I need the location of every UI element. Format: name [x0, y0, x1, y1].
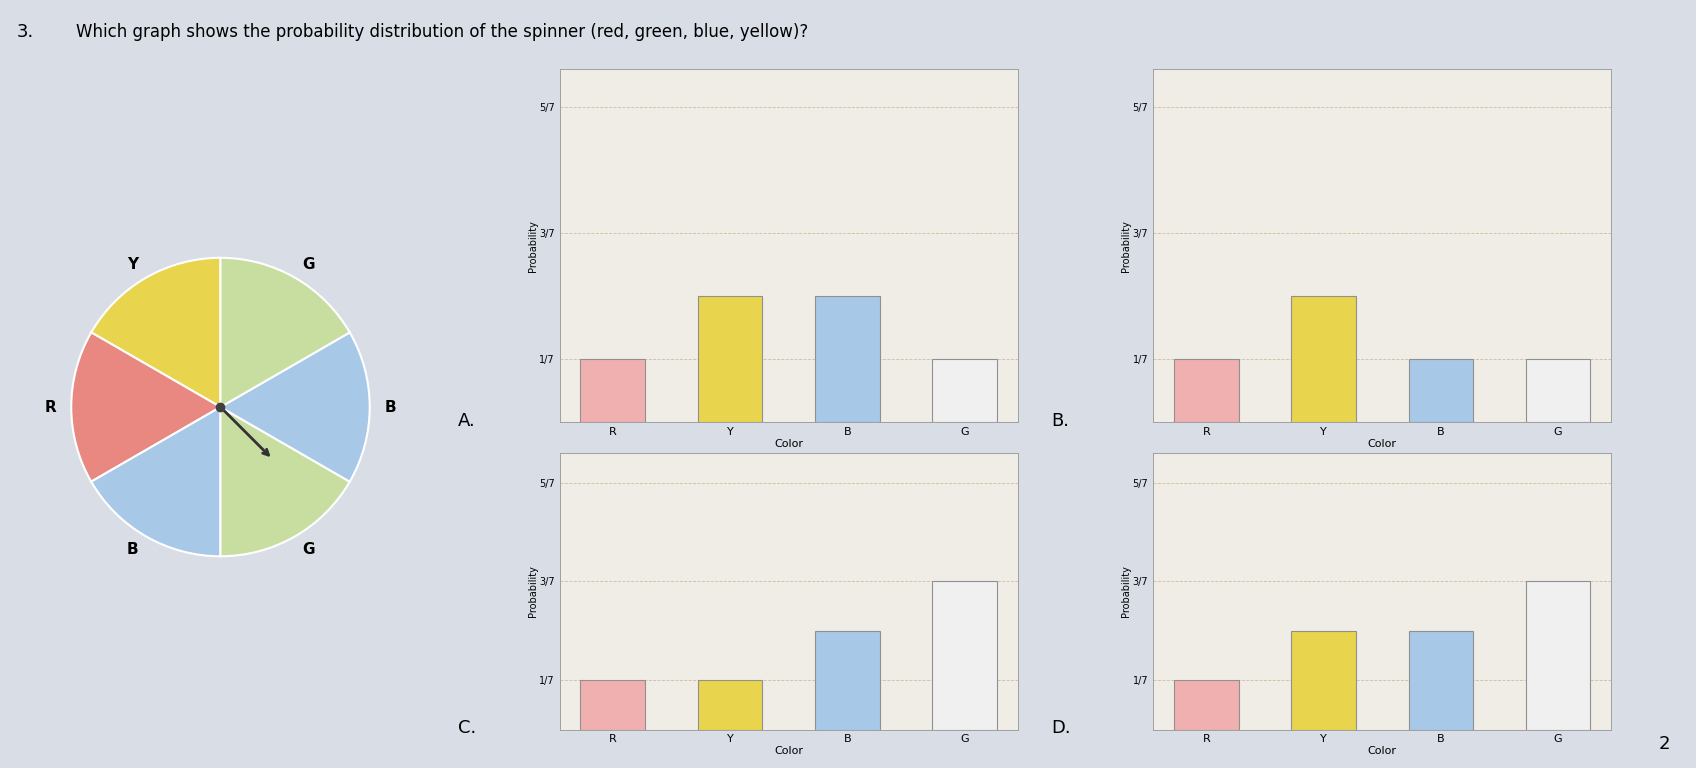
Wedge shape — [92, 258, 220, 407]
Y-axis label: Probability: Probability — [527, 220, 538, 272]
Bar — [697, 680, 762, 730]
Wedge shape — [92, 407, 220, 556]
Bar — [933, 359, 997, 422]
Text: Which graph shows the probability distribution of the spinner (red, green, blue,: Which graph shows the probability distri… — [76, 23, 809, 41]
Bar — [1174, 680, 1238, 730]
Wedge shape — [220, 333, 370, 482]
Wedge shape — [71, 333, 220, 482]
Y-axis label: Probability: Probability — [1121, 565, 1131, 617]
Bar — [1174, 359, 1238, 422]
Text: B.: B. — [1052, 412, 1070, 430]
Bar — [1291, 296, 1355, 422]
Bar — [1409, 359, 1474, 422]
Y-axis label: Probability: Probability — [527, 565, 538, 617]
Text: B: B — [127, 541, 139, 557]
Text: A.: A. — [458, 412, 475, 430]
Text: C.: C. — [458, 720, 477, 737]
Text: R: R — [44, 399, 56, 415]
Bar — [1526, 359, 1591, 422]
Text: B: B — [385, 399, 397, 415]
Bar — [1409, 631, 1474, 730]
Text: G: G — [302, 541, 315, 557]
Bar — [933, 581, 997, 730]
X-axis label: Color: Color — [1367, 746, 1398, 756]
Y-axis label: Probability: Probability — [1121, 220, 1131, 272]
Bar — [697, 296, 762, 422]
Text: Y: Y — [127, 257, 139, 273]
Text: D.: D. — [1052, 720, 1072, 737]
Bar — [816, 296, 880, 422]
Bar — [580, 359, 644, 422]
Wedge shape — [220, 258, 349, 407]
Text: 3.: 3. — [17, 23, 34, 41]
Text: 2: 2 — [1659, 735, 1671, 753]
Text: G: G — [302, 257, 315, 273]
Bar — [1291, 631, 1355, 730]
Bar — [580, 680, 644, 730]
Bar — [1526, 581, 1591, 730]
Wedge shape — [220, 407, 349, 556]
X-axis label: Color: Color — [773, 746, 804, 756]
Bar — [816, 631, 880, 730]
X-axis label: Color: Color — [773, 439, 804, 449]
X-axis label: Color: Color — [1367, 439, 1398, 449]
